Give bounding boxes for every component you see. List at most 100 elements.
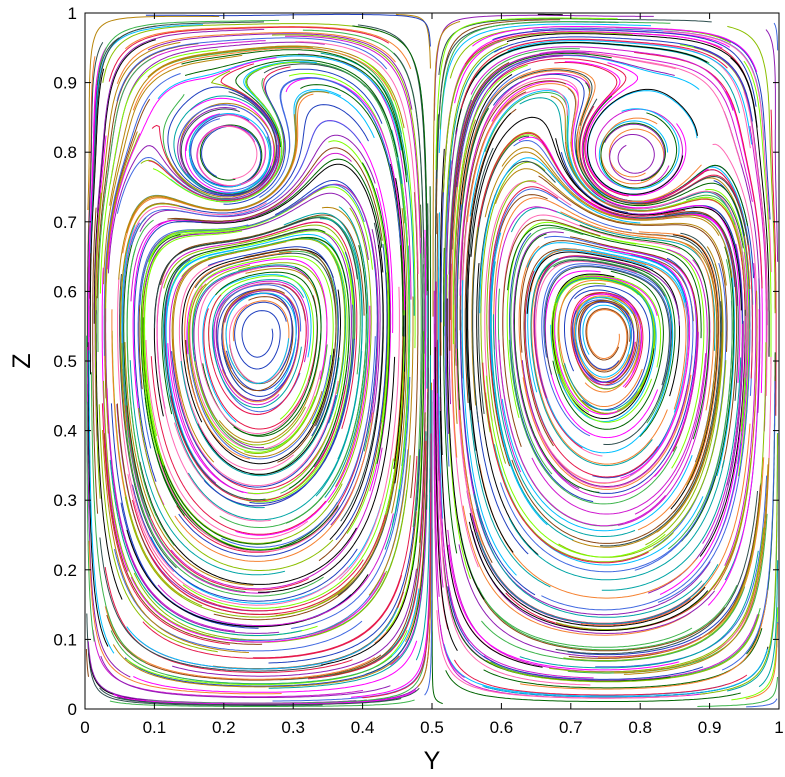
streamline xyxy=(106,614,382,681)
streamline xyxy=(743,60,772,364)
streamline xyxy=(90,372,146,664)
streamline xyxy=(501,398,693,532)
streamline xyxy=(172,361,339,486)
streamline xyxy=(551,276,655,411)
streamline xyxy=(450,263,479,568)
streamline xyxy=(486,180,537,464)
streamline xyxy=(170,447,383,590)
streamline xyxy=(103,73,181,356)
streamline xyxy=(213,280,309,406)
streamline xyxy=(93,39,156,324)
streamline xyxy=(126,607,399,670)
streamline xyxy=(202,274,312,423)
streamline xyxy=(190,114,262,187)
streamline xyxy=(212,284,302,413)
streamline xyxy=(456,54,675,188)
streamline xyxy=(710,251,749,553)
streamline xyxy=(493,36,753,122)
streamline xyxy=(434,347,458,651)
streamline xyxy=(126,248,175,546)
streamline xyxy=(522,374,692,490)
streamline xyxy=(472,26,758,73)
streamline xyxy=(477,584,738,651)
streamline xyxy=(179,89,278,196)
streamline xyxy=(274,180,378,403)
streamline xyxy=(235,59,398,157)
streamline xyxy=(560,211,715,411)
streamline xyxy=(707,309,760,606)
streamline xyxy=(554,275,658,415)
streamline xyxy=(173,95,275,195)
streamline xyxy=(745,623,779,700)
streamline xyxy=(138,407,334,571)
streamline xyxy=(186,112,271,194)
streamline xyxy=(132,499,364,612)
streamline xyxy=(121,343,246,593)
streamline xyxy=(519,550,759,669)
streamline xyxy=(169,252,244,493)
streamline xyxy=(454,31,723,104)
streamline xyxy=(770,109,777,416)
streamline xyxy=(221,336,376,548)
streamline xyxy=(139,461,357,585)
streamline xyxy=(357,24,428,296)
streamline xyxy=(531,279,668,465)
streamline xyxy=(578,98,749,245)
streamline xyxy=(285,35,421,254)
streamline xyxy=(245,251,354,501)
streamline xyxy=(526,251,680,397)
streamline xyxy=(119,274,177,569)
streamline xyxy=(99,49,218,294)
streamline xyxy=(324,206,369,498)
streamline xyxy=(443,42,509,327)
streamline xyxy=(215,290,300,402)
streamline xyxy=(235,305,371,536)
streamline xyxy=(634,248,708,515)
streamline xyxy=(96,28,265,213)
streamline xyxy=(295,41,419,275)
streamline xyxy=(598,206,739,401)
streamline xyxy=(492,314,636,537)
streamline xyxy=(489,58,629,197)
streamline xyxy=(88,540,282,695)
x-tick-label: 0.6 xyxy=(490,718,514,737)
streamline xyxy=(184,251,292,460)
streamline xyxy=(578,300,630,371)
streamline xyxy=(699,433,778,695)
y-tick-label: 0.6 xyxy=(53,282,77,301)
streamline xyxy=(187,321,332,460)
streamline xyxy=(555,138,742,311)
streamline xyxy=(480,161,546,433)
streamline xyxy=(556,277,654,411)
streamline xyxy=(478,160,556,414)
y-tick-label: 0.1 xyxy=(53,630,77,649)
streamline xyxy=(218,268,322,443)
streamline xyxy=(511,426,712,544)
streamline xyxy=(544,266,670,386)
streamline xyxy=(490,261,574,541)
streamline xyxy=(180,357,340,477)
streamline xyxy=(510,227,584,475)
streamline xyxy=(189,285,321,451)
streamline xyxy=(598,243,698,477)
streamline xyxy=(472,135,529,423)
streamline xyxy=(394,178,406,484)
streamline xyxy=(116,37,388,102)
streamline xyxy=(145,104,369,214)
streamline xyxy=(530,249,687,410)
streamline xyxy=(132,47,395,111)
streamline xyxy=(154,217,358,329)
streamline xyxy=(94,192,102,499)
streamline xyxy=(333,412,426,676)
streamline xyxy=(435,281,444,588)
streamline xyxy=(131,120,362,246)
streamline xyxy=(165,233,347,373)
streamline xyxy=(145,654,427,704)
streamline xyxy=(221,292,298,397)
streamline xyxy=(172,568,417,677)
streamline xyxy=(147,33,413,110)
streamline xyxy=(88,350,115,654)
streamline xyxy=(743,91,768,396)
streamline xyxy=(144,192,369,287)
streamline xyxy=(133,640,418,693)
